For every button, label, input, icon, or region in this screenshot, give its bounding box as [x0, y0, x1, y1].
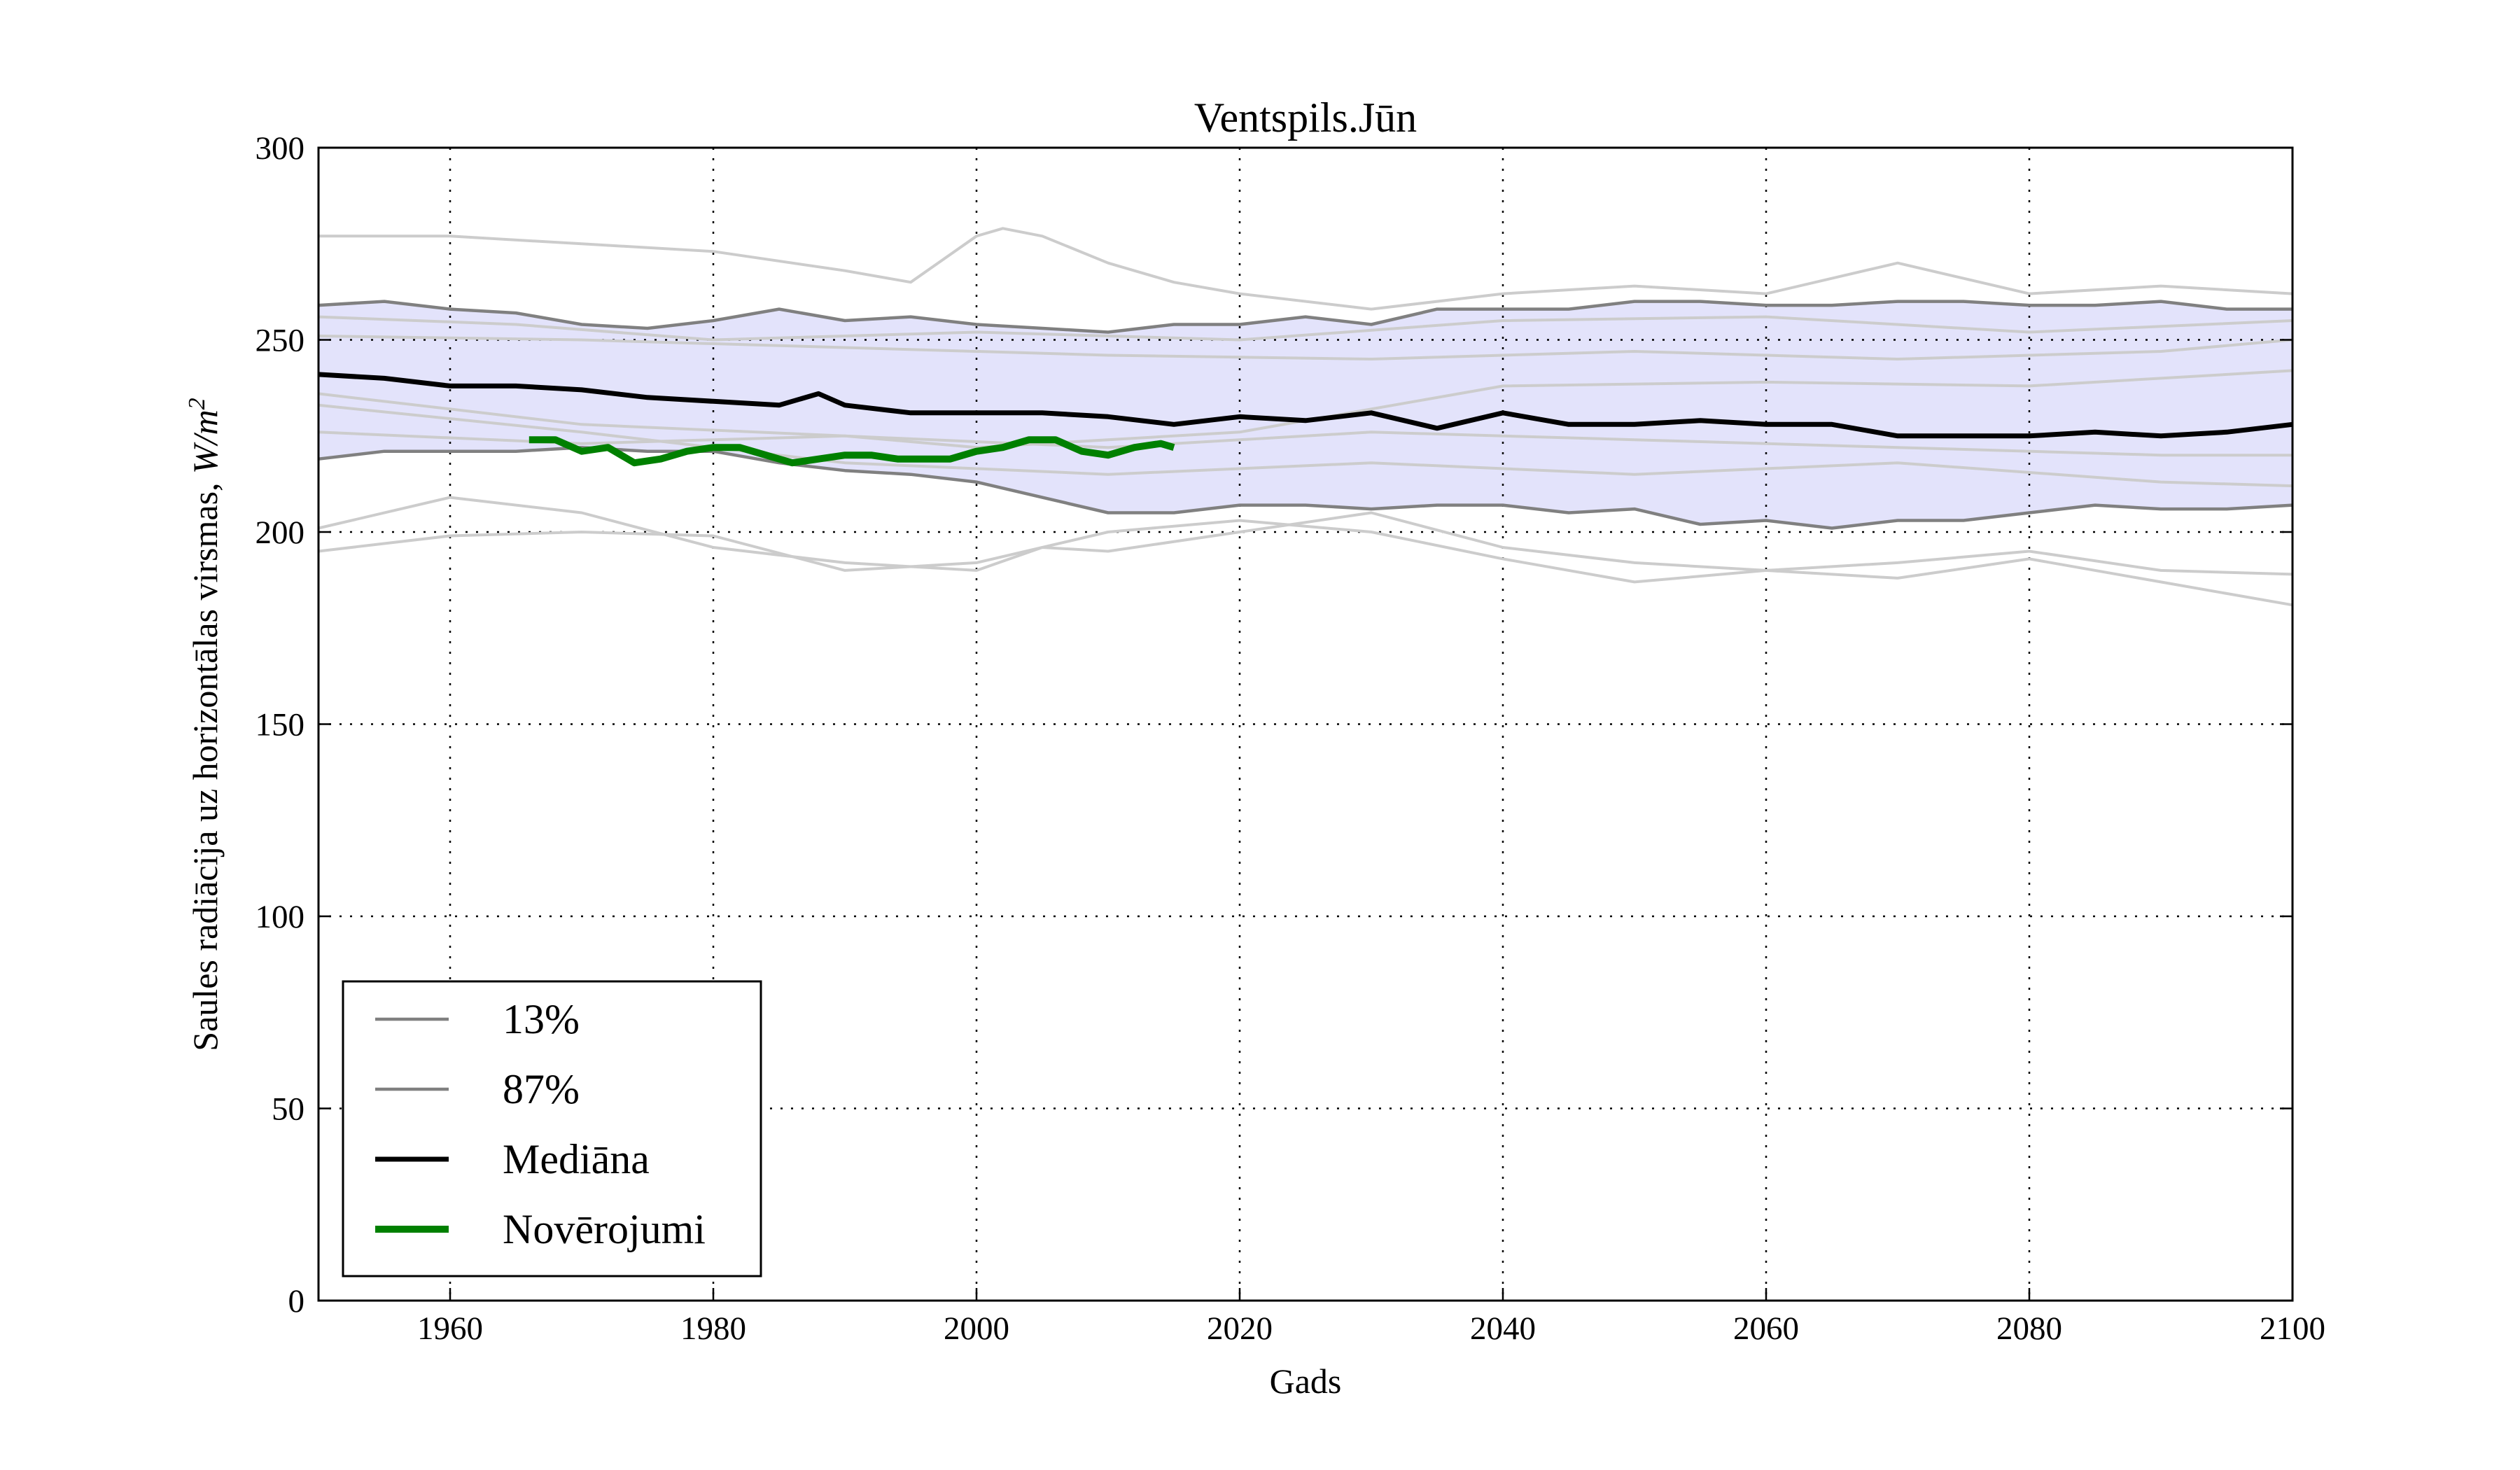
x-axis-label: Gads — [1270, 1362, 1342, 1401]
chart-title: Ventspils.Jūn — [1194, 94, 1417, 141]
series-line-median — [318, 372, 2293, 439]
y-tick-label: 50 — [272, 1091, 304, 1128]
legend-label: 13% — [503, 996, 580, 1042]
legend-label: 87% — [503, 1066, 580, 1112]
series-line-percentile — [318, 445, 2293, 530]
legend-label: Mediāna — [503, 1136, 650, 1182]
x-tick-label: 2100 — [2260, 1310, 2325, 1347]
series-lines — [318, 300, 2293, 530]
y-tick-label: 200 — [255, 514, 305, 551]
ensemble-line — [318, 496, 2293, 576]
x-tick-label: 2080 — [1996, 1310, 2062, 1347]
y-tick-label: 0 — [288, 1283, 305, 1320]
ensemble-line — [318, 335, 2293, 360]
percentile-band — [318, 301, 2292, 528]
x-tick-label: 2040 — [1470, 1310, 1536, 1347]
y-axis-label: Saules radiācija uz horizontālas virsmas… — [184, 398, 225, 1051]
series-line-percentile — [318, 300, 2292, 334]
legend: 13% 87% Mediāna Novērojumi — [342, 980, 762, 1278]
axis-ticks: 1960 1980 2000 2020 2040 2060 2080 2100 0 50 100 15… — [255, 130, 2326, 1347]
x-tick-label: 2020 — [1207, 1310, 1273, 1347]
y-tick-label: 250 — [255, 323, 305, 359]
y-tick-label: 300 — [255, 130, 305, 167]
series-line-observed — [528, 436, 1175, 467]
legend-label: Novērojumi — [503, 1206, 706, 1252]
ensemble-lines — [318, 227, 2293, 607]
ensemble-line — [318, 519, 2293, 607]
x-tick-label: 1980 — [680, 1310, 746, 1347]
ensemble-line — [318, 392, 2292, 457]
y-axis-unit-exponent: 2 — [184, 398, 210, 410]
x-tick-label: 2000 — [944, 1310, 1009, 1347]
ensemble-line — [318, 227, 2293, 311]
y-axis-label-text: Saules radiācija uz horizontālas virsmas… — [186, 474, 225, 1051]
band-area — [318, 301, 2292, 528]
ensemble-line — [318, 369, 2293, 449]
y-tick-label: 100 — [255, 899, 305, 935]
ensemble-line — [318, 315, 2293, 342]
x-tick-label: 2060 — [1733, 1310, 1799, 1347]
y-tick-label: 150 — [255, 707, 305, 743]
y-axis-unit: W/m — [186, 410, 225, 474]
x-tick-label: 1960 — [417, 1310, 483, 1347]
grid — [318, 148, 2292, 1301]
